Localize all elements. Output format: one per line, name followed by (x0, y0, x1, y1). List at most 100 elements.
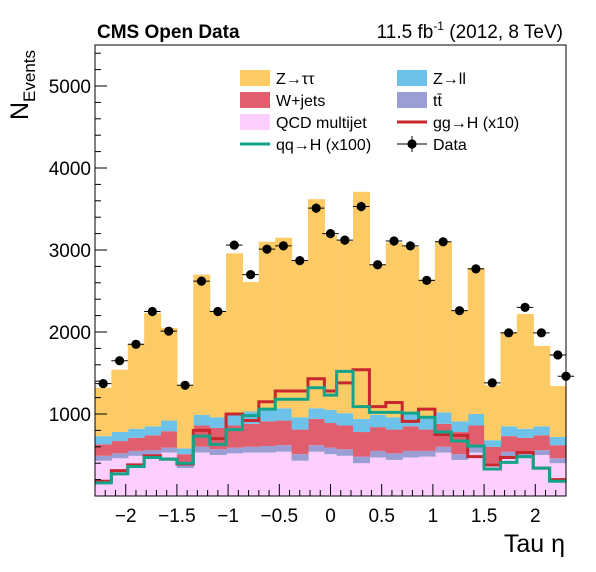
bar (291, 417, 309, 430)
bar (418, 450, 436, 457)
data-marker (422, 275, 432, 285)
bar (500, 436, 518, 452)
bar (353, 432, 371, 457)
legend: Z→ττ Z→ll W+jets tt̄ QCD multijet gg→H (x10) q… (240, 70, 519, 154)
bar (533, 426, 551, 436)
bar (500, 456, 518, 496)
bar (95, 387, 112, 437)
data-point (275, 241, 292, 251)
bar (369, 264, 387, 415)
bar (336, 455, 354, 496)
bar (226, 414, 244, 426)
data-point (111, 356, 128, 366)
bar (353, 191, 371, 419)
legend-label: qq→H (x100) (276, 137, 371, 154)
bar (434, 452, 452, 496)
data-point (549, 350, 566, 360)
data-point (533, 328, 550, 338)
data-point (209, 306, 227, 317)
bar (291, 460, 309, 496)
legend-entry: QCD multijet (240, 114, 367, 132)
data-point (369, 260, 386, 270)
x-tick-label: 0 (325, 506, 336, 527)
bar (176, 385, 194, 449)
bar (144, 435, 162, 451)
bar (385, 453, 403, 460)
bar (402, 450, 420, 458)
bar (324, 454, 338, 496)
bar (385, 417, 403, 430)
bar (307, 451, 325, 496)
x-axis-title: Tau η (504, 530, 565, 558)
bar (549, 386, 567, 437)
legend-entry: Data (397, 136, 467, 154)
bar (275, 445, 293, 452)
y-tick-label: 3000 (49, 241, 91, 262)
bar (160, 447, 178, 453)
data-marker (454, 306, 465, 316)
data-point (336, 235, 354, 245)
data-point (95, 379, 112, 389)
bar (324, 409, 338, 424)
bar (434, 446, 452, 453)
bar (275, 237, 293, 409)
data-point (307, 203, 325, 214)
bar (176, 454, 194, 465)
data-point (242, 270, 259, 280)
bar (369, 414, 387, 428)
data-marker (114, 356, 125, 366)
data-marker (536, 328, 547, 338)
data-marker (504, 328, 514, 338)
bar (127, 437, 145, 451)
bar (484, 466, 502, 496)
legend-entry: qq→H (x100) (240, 137, 371, 154)
x-tick-label: 2 (530, 506, 541, 527)
legend-label: W+jets (276, 93, 325, 110)
bar (516, 458, 534, 496)
bar (160, 431, 178, 448)
data-point (127, 339, 145, 349)
y-tick-label: 5000 (49, 77, 91, 98)
bar (324, 235, 338, 410)
bar (307, 199, 325, 409)
bar (95, 460, 112, 496)
lumi-label: 11.5 fb-1 (2012, 8 TeV) (377, 19, 563, 43)
bar (385, 429, 403, 454)
x-tick-label: 1 (428, 506, 439, 527)
data-point (226, 240, 243, 250)
bar (484, 385, 502, 441)
bar (209, 310, 227, 418)
bar (226, 447, 244, 454)
bar (209, 449, 227, 455)
bar (418, 279, 436, 418)
bar (500, 426, 518, 437)
bar (385, 242, 403, 418)
bar (242, 452, 260, 496)
bar (533, 455, 551, 496)
legend-swatch (397, 92, 427, 108)
data-marker (229, 240, 239, 250)
bar (500, 451, 518, 457)
bar (144, 426, 162, 436)
data-point (193, 276, 210, 286)
data-point (385, 236, 403, 246)
bar (258, 445, 276, 453)
axes: 1000 2000 3000 4000 5000 −2 −1.5 −1 −0.5 0 0.5 1 1.5… (49, 44, 567, 527)
data-marker (373, 260, 383, 270)
bar (111, 369, 129, 433)
x-tick-label: −1 (217, 506, 239, 527)
data-point (418, 275, 435, 285)
data-point (434, 237, 452, 247)
legend-swatch (397, 70, 427, 86)
bar (176, 448, 194, 455)
data-marker (196, 276, 207, 286)
bar (353, 463, 371, 496)
data-point (160, 326, 177, 336)
legend-marker (407, 139, 417, 149)
bar (291, 261, 309, 418)
x-tick-label: −2 (115, 506, 137, 527)
bar (95, 436, 112, 445)
bar (516, 428, 534, 438)
bar (451, 454, 469, 460)
